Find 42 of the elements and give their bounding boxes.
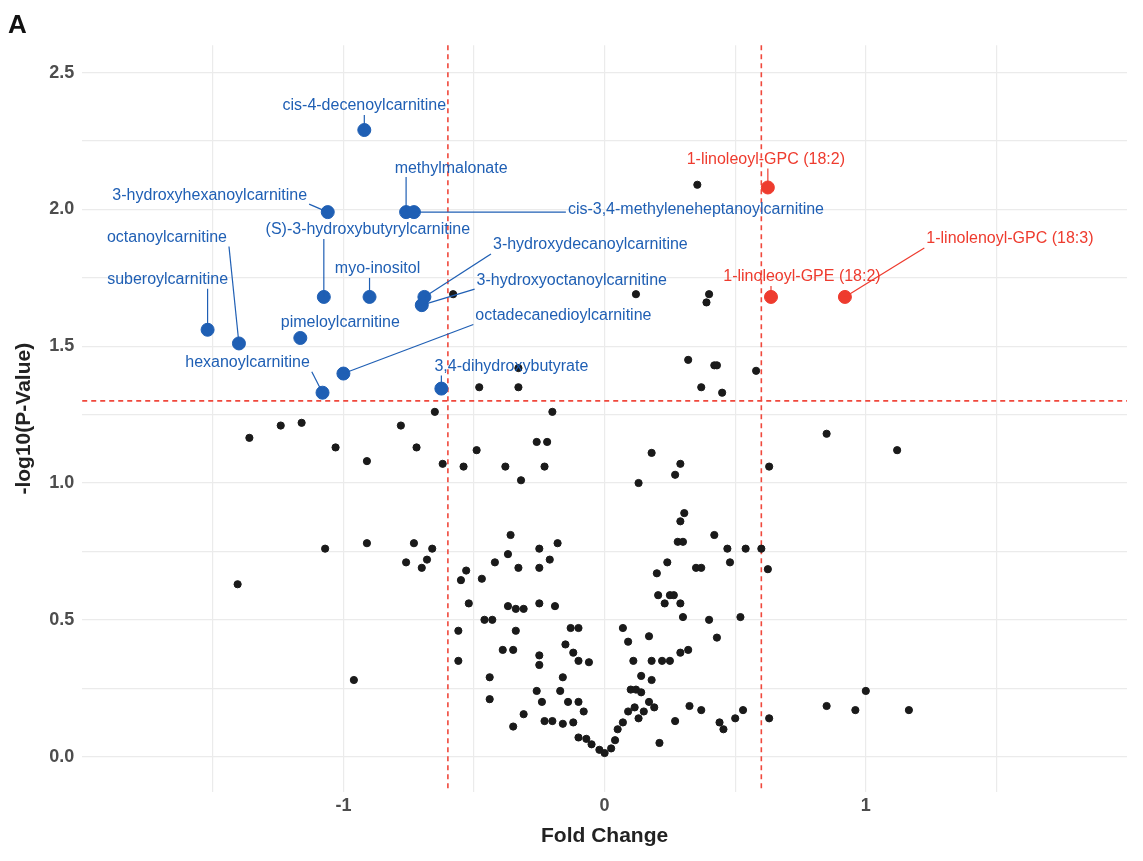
point — [315, 385, 330, 400]
y-tick-label: 1.5 — [49, 335, 75, 356]
annotation: 3-hydroxydecanoylcarnitine — [493, 235, 688, 253]
x-tick-label: 1 — [860, 794, 871, 815]
annotation: 1-linoleoyl-GPC (18:2) — [686, 149, 845, 167]
y-tick-label: 2.0 — [49, 198, 75, 219]
annotation: octanoylcarnitine — [106, 227, 228, 245]
annotation: 1-linolenoyl-GPC (18:3) — [926, 229, 1094, 247]
point — [320, 205, 335, 220]
point — [200, 322, 215, 337]
annotation: cis-4-decenoylcarnitine — [282, 96, 447, 114]
y-axis-title: -log10(P-Value) — [11, 342, 35, 495]
annotation: pimeloylcarnitine — [280, 313, 400, 331]
x-tick-label: -1 — [335, 794, 352, 815]
x-tick-label: 0 — [599, 794, 610, 815]
y-tick-label: 0.0 — [49, 745, 75, 766]
y-tick-label: 2.5 — [49, 61, 75, 82]
point — [434, 381, 449, 396]
annotation: hexanoylcarnitine — [185, 353, 310, 371]
x-axis-title: Fold Change — [541, 823, 669, 847]
annotation: methylmalonate — [394, 158, 508, 176]
point — [293, 330, 308, 345]
annotation: 3-hydroxyoctanoylcarnitine — [476, 270, 668, 288]
point — [362, 289, 377, 304]
annotation: octadecanedioylcarnitine — [475, 305, 652, 323]
annotation: suberoylcarnitine — [107, 270, 229, 288]
point — [760, 180, 775, 195]
chart-title: A — [8, 8, 27, 39]
point — [316, 289, 331, 304]
annotation: cis-3,4-methyleneheptanoylcarnitine — [567, 199, 825, 217]
annotation: (S)-3-hydroxybutyrylcarnitine — [265, 220, 471, 238]
annotation: 3-hydroxyhexanoylcarnitine — [112, 185, 308, 203]
y-tick-label: 1.0 — [49, 471, 75, 492]
point — [231, 336, 246, 351]
y-tick-label: 0.5 — [49, 608, 75, 629]
point — [357, 123, 372, 138]
point — [336, 366, 351, 381]
point — [837, 289, 852, 304]
annotation: 1-linoleoyl-GPE (18:2) — [723, 267, 881, 285]
point — [763, 289, 778, 304]
point — [414, 298, 429, 313]
annotation: myo-inositol — [334, 259, 421, 277]
